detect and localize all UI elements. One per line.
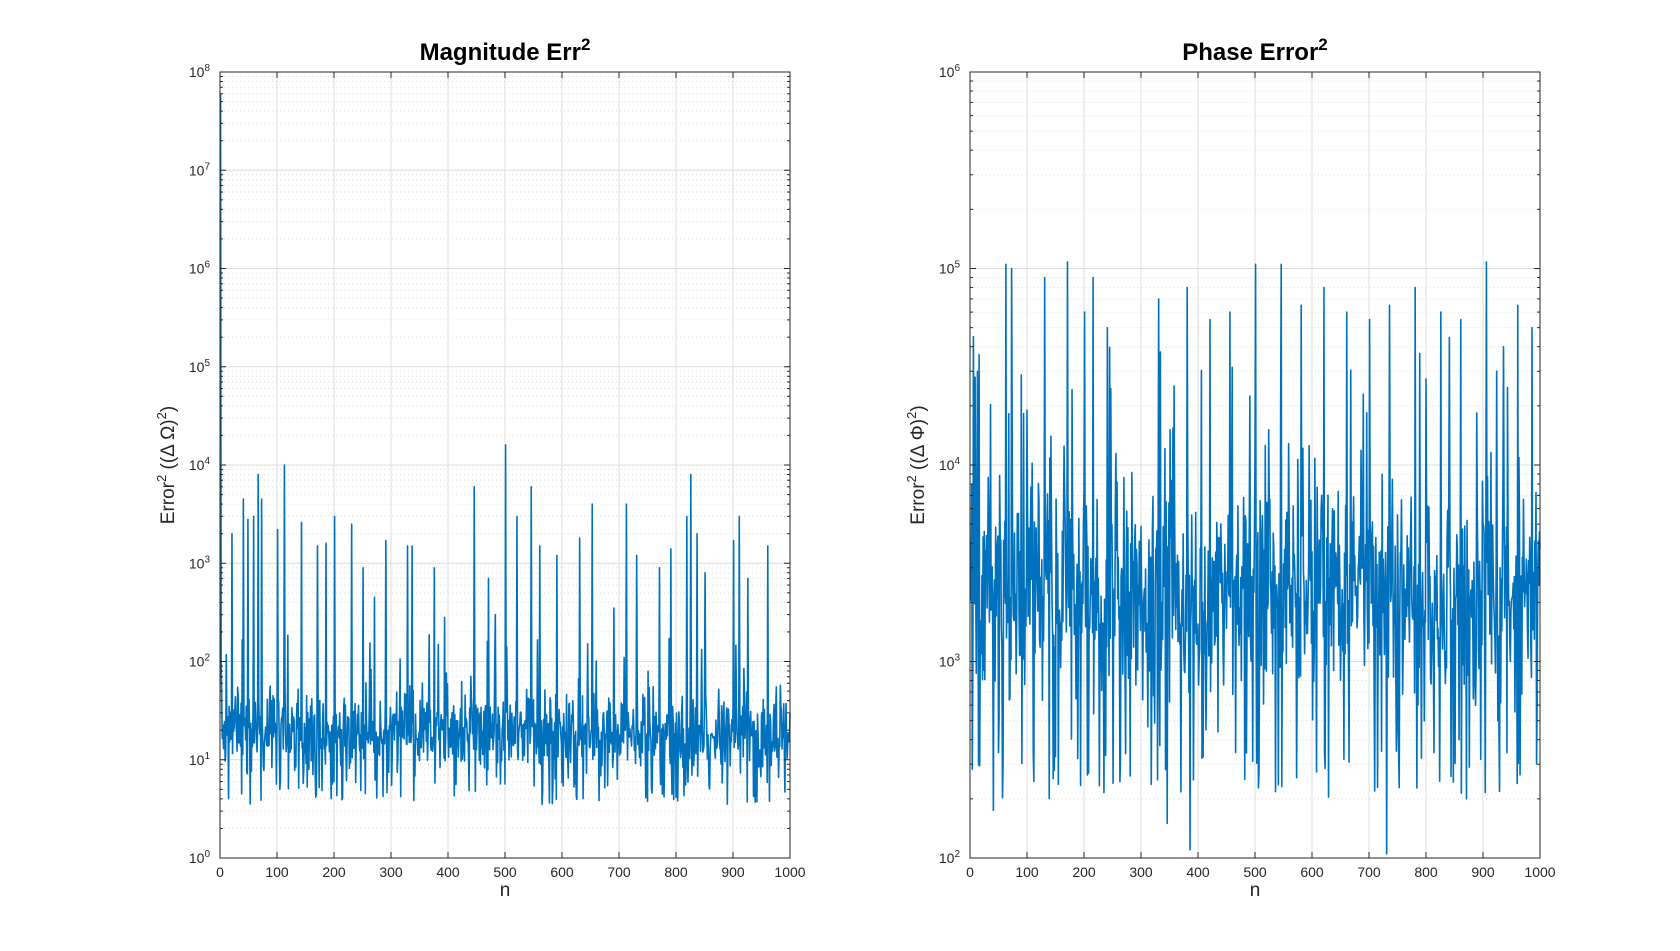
- chart-title: Phase Error2: [1182, 35, 1328, 66]
- x-tick-label: 900: [1471, 864, 1495, 880]
- chart-title: Magnitude Err2: [420, 35, 591, 66]
- x-tick-label: 100: [1015, 864, 1039, 880]
- x-tick-label: 1000: [1524, 864, 1555, 880]
- y-tick-label: 107: [189, 161, 211, 178]
- x-tick-label: 500: [1243, 864, 1267, 880]
- x-tick-label: 500: [493, 864, 517, 880]
- x-tick-label: 1000: [774, 864, 805, 880]
- x-tick-label: 400: [436, 864, 460, 880]
- y-tick-label: 105: [939, 260, 961, 277]
- y-tick-label: 102: [939, 849, 961, 866]
- x-tick-label: 700: [607, 864, 631, 880]
- x-tick-label: 400: [1186, 864, 1210, 880]
- x-axis-label: n: [500, 880, 511, 901]
- x-tick-label: 600: [550, 864, 574, 880]
- x-tick-label: 300: [1129, 864, 1153, 880]
- y-tick-label: 106: [939, 63, 961, 80]
- y-tick-label: 101: [189, 751, 211, 768]
- y-tick-label: 104: [939, 456, 961, 473]
- x-tick-label: 0: [966, 864, 974, 880]
- y-tick-label: 100: [189, 849, 211, 866]
- series-line: [969, 261, 1541, 855]
- y-tick-label: 102: [189, 653, 211, 670]
- x-tick-label: 0: [216, 864, 224, 880]
- phase-error-plot: 0 100 200 300 400 500 600 700 800 900 1000 102 103 10…: [904, 35, 1556, 901]
- x-tick-label: 300: [379, 864, 403, 880]
- y-tick-label: 105: [189, 358, 211, 375]
- y-tick-label: 103: [939, 653, 961, 670]
- x-tick-label: 200: [1072, 864, 1096, 880]
- x-tick-label: 800: [664, 864, 688, 880]
- y-tick-label: 108: [189, 63, 211, 80]
- y-axis-label: Error2 ((Δ Ω)2): [154, 406, 179, 524]
- y-axis-label: Error2 ((Δ Φ)2): [904, 405, 929, 524]
- x-tick-label: 600: [1300, 864, 1324, 880]
- magnitude-error-plot: 0 100 200 300 400 500 600 700 800 900 1000 100 101 10…: [154, 35, 806, 901]
- series-line: [219, 93, 791, 806]
- x-tick-label: 100: [265, 864, 289, 880]
- x-tick-label: 700: [1357, 864, 1381, 880]
- x-tick-label: 200: [322, 864, 346, 880]
- x-axis-label: n: [1250, 880, 1261, 901]
- y-tick-label: 106: [189, 260, 211, 277]
- y-tick-label: 103: [189, 554, 211, 571]
- y-tick-label: 104: [189, 456, 211, 473]
- x-tick-label: 800: [1414, 864, 1438, 880]
- x-tick-label: 900: [721, 864, 745, 880]
